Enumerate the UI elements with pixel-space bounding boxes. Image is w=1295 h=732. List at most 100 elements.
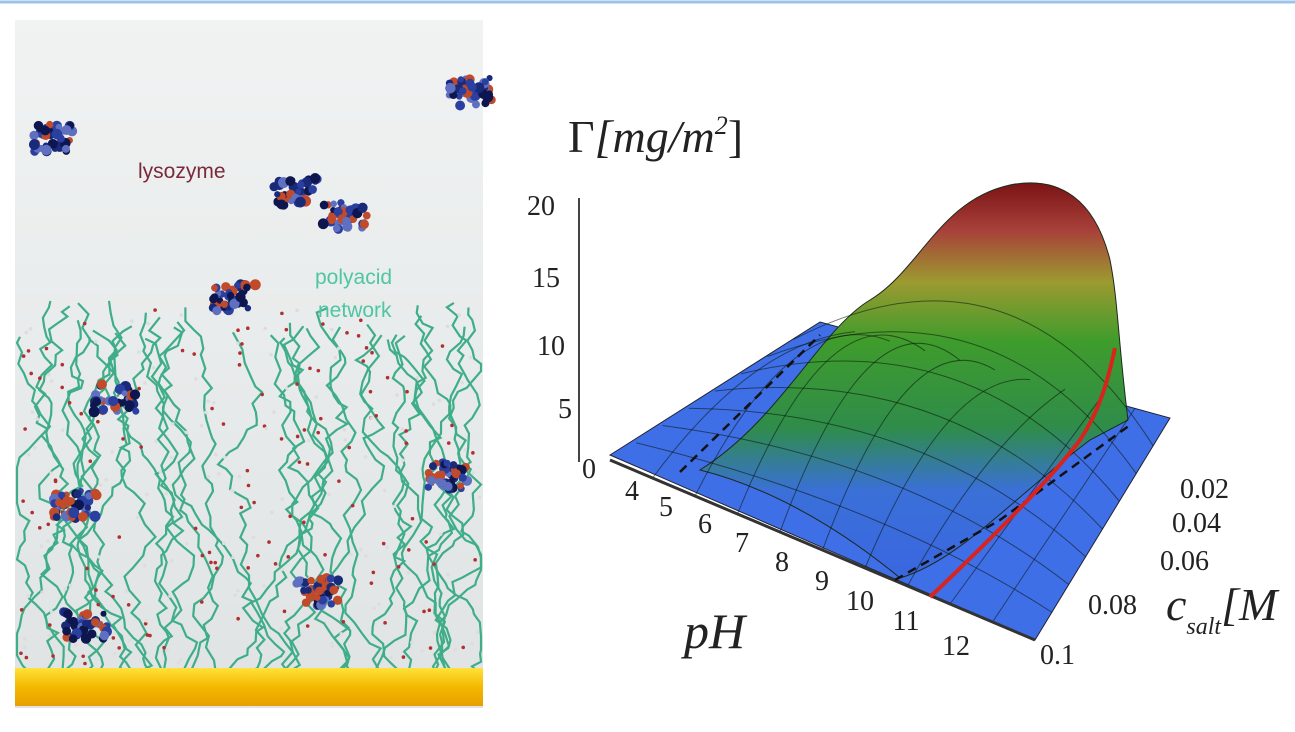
ion: [73, 643, 78, 647]
protein-atom: [29, 130, 39, 141]
protein-atom: [63, 609, 73, 619]
simulation-background: [15, 20, 483, 708]
protein-atom: [313, 594, 321, 601]
ion: [269, 352, 273, 357]
ion: [295, 382, 299, 386]
polymer-chain: [153, 321, 186, 673]
protein-atom: [84, 504, 92, 511]
ion: [339, 632, 344, 636]
polymer-chain: [390, 334, 483, 674]
ion: [368, 389, 373, 394]
ion: [337, 479, 341, 483]
protein-atom: [285, 176, 296, 187]
ph-tick-label: 10: [846, 586, 874, 617]
label-subscript: salt: [1186, 614, 1222, 640]
polymer-chain: [216, 331, 302, 673]
ion: [246, 483, 251, 488]
ion: [385, 375, 390, 380]
protein-atom: [455, 100, 466, 111]
ion: [461, 645, 466, 650]
mesh-line: [652, 331, 856, 479]
polymer-chain: [246, 334, 320, 675]
ion: [280, 311, 284, 316]
ion: [217, 472, 221, 476]
mesh-line: [741, 360, 1120, 502]
protein-atom: [482, 91, 494, 103]
ion: [199, 600, 204, 604]
ion: [237, 363, 242, 367]
salt-tick-label: 0.1: [1040, 640, 1075, 671]
ion: [263, 326, 268, 331]
ion: [200, 553, 205, 558]
ion: [19, 608, 24, 612]
ion: [431, 402, 436, 406]
protein-atom: [234, 282, 241, 289]
ph-tick-label: 5: [659, 492, 673, 523]
ion: [239, 505, 244, 510]
surface-mesh: [636, 300, 1154, 623]
protein-atom: [445, 82, 456, 94]
ion: [295, 434, 300, 439]
protein-atom: [68, 634, 78, 644]
ph-tick-label: 4: [625, 476, 639, 507]
ion: [117, 646, 121, 650]
ion: [305, 624, 310, 628]
ion: [280, 567, 285, 572]
ph-axis-label: pH: [681, 603, 748, 659]
ion: [83, 661, 87, 666]
protein-atom: [100, 610, 107, 617]
protein-atom: [304, 586, 312, 594]
ion: [24, 655, 29, 660]
protein-atom: [486, 74, 493, 82]
protein-atom: [326, 574, 335, 583]
mesh-line: [662, 425, 1070, 585]
protein-atom: [435, 478, 443, 485]
ion: [372, 606, 377, 610]
salt-tick-label: 0.02: [1180, 474, 1229, 505]
ion: [440, 344, 445, 348]
mesh-line: [636, 442, 1053, 613]
ion: [260, 392, 264, 397]
ion: [30, 510, 34, 515]
red-curve: [928, 347, 1117, 599]
protein-atom: [67, 617, 74, 624]
polymer-chain: [325, 326, 383, 670]
mesh-line: [907, 388, 1066, 587]
ion: [264, 426, 268, 431]
ion: [457, 313, 461, 317]
protein-atom: [41, 144, 52, 156]
ion: [206, 399, 211, 404]
protein-atom: [449, 461, 458, 469]
ion: [21, 499, 25, 503]
ion: [143, 621, 148, 626]
protein-atom: [235, 291, 246, 303]
protein-atom: [88, 406, 100, 418]
mesh-line: [822, 359, 996, 551]
ion: [422, 609, 426, 614]
mesh-line: [793, 300, 1154, 447]
ion: [137, 386, 141, 391]
ion: [237, 474, 242, 479]
ion: [110, 449, 114, 454]
ion: [231, 555, 235, 560]
ion: [19, 651, 23, 656]
ion: [252, 500, 256, 505]
mesh-line: [737, 334, 926, 515]
ion: [389, 655, 393, 660]
dashed-line: [679, 334, 821, 473]
ion: [38, 376, 42, 380]
protein-atom: [458, 473, 467, 482]
ion: [350, 503, 355, 508]
protein-atom: [40, 125, 51, 136]
ion: [424, 540, 428, 544]
ion: [318, 416, 323, 421]
ion: [333, 355, 338, 360]
mesh-line: [688, 407, 1086, 558]
ion: [453, 648, 458, 652]
ion: [215, 566, 219, 571]
ion: [305, 462, 310, 466]
ion: [460, 380, 464, 385]
polymer-chain: [309, 306, 351, 673]
protein-atom: [121, 390, 128, 397]
